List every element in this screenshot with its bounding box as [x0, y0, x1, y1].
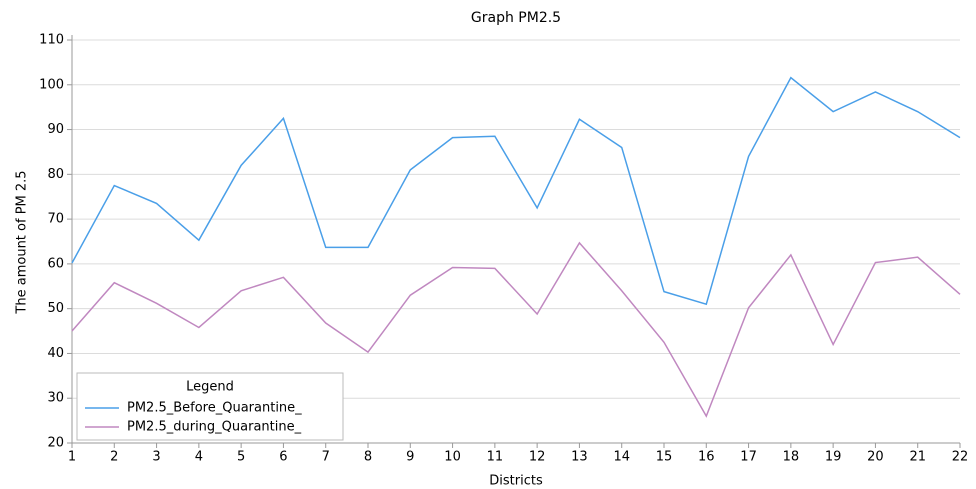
x-tick-label: 15	[656, 450, 673, 465]
x-tick-label: 2	[110, 450, 118, 465]
legend-box	[76, 372, 344, 441]
x-tick-label: 5	[237, 450, 245, 465]
y-tick-label: 40	[47, 346, 64, 361]
x-tick-label: 6	[279, 450, 287, 465]
y-tick-label: 70	[47, 212, 64, 227]
y-tick-label: 100	[39, 77, 64, 92]
y-tick-label: 60	[47, 256, 64, 271]
x-tick-label: 19	[825, 450, 842, 465]
x-tick-label: 18	[783, 450, 800, 465]
x-tick-label: 1	[68, 450, 76, 465]
y-tick-label: 90	[47, 122, 64, 137]
y-axis-label: The amount of PM 2.5	[15, 170, 30, 314]
legend-label: PM2.5_Before_Quarantine_	[127, 401, 302, 416]
y-tick-label: 30	[47, 391, 64, 406]
x-tick-label: 22	[952, 450, 969, 465]
x-tick-label: 8	[364, 450, 372, 465]
y-tick-label: 50	[47, 301, 64, 316]
y-tick-label: 80	[47, 167, 64, 182]
chart-title: Graph PM2.5	[471, 10, 561, 26]
y-tick-label: 110	[39, 33, 64, 48]
x-tick-label: 20	[867, 450, 884, 465]
line-series	[71, 241, 961, 418]
x-tick-label: 10	[444, 450, 461, 465]
legend-title: Legend	[186, 380, 234, 395]
x-tick-label: 12	[529, 450, 546, 465]
x-tick-label: 7	[322, 450, 330, 465]
x-tick-label: 11	[487, 450, 504, 465]
x-tick-label: 21	[909, 450, 926, 465]
x-tick-label: 17	[740, 450, 757, 465]
x-tick-label: 4	[195, 450, 203, 465]
line-series	[71, 76, 961, 306]
x-tick-label: 9	[406, 450, 414, 465]
x-tick-label: 13	[571, 450, 588, 465]
x-tick-label: 14	[613, 450, 630, 465]
x-tick-label: 16	[698, 450, 715, 465]
legend-label: PM2.5_during_Quarantine_	[127, 420, 302, 435]
y-tick-label: 20	[47, 436, 64, 451]
x-axis-label: Districts	[489, 474, 543, 489]
x-tick-label: 3	[152, 450, 160, 465]
